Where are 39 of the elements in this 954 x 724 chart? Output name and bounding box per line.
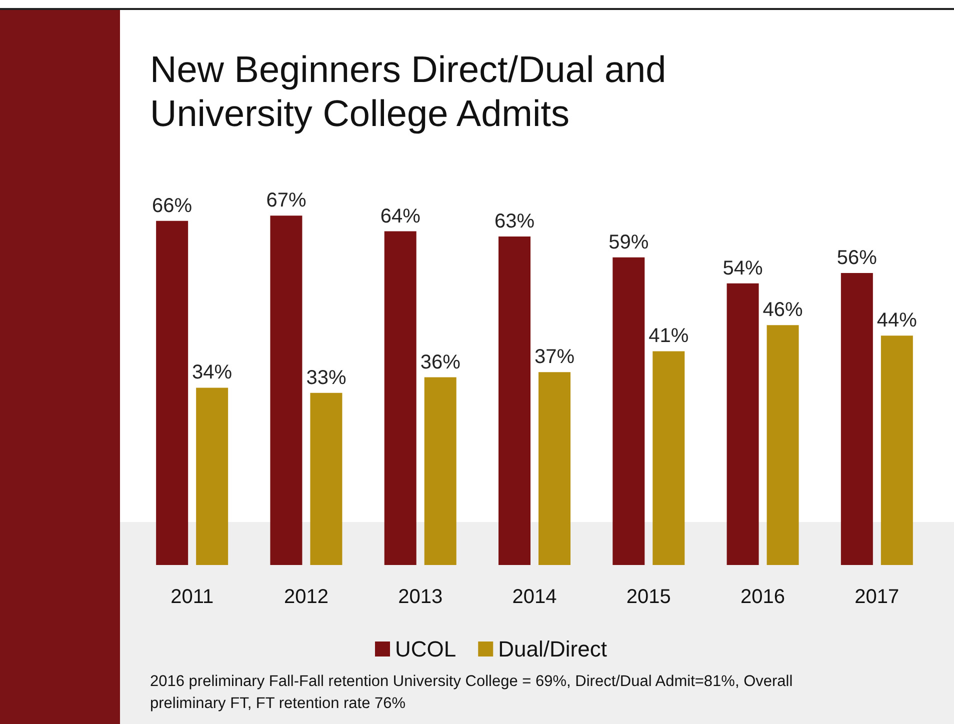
x-tick-label: 2012	[284, 586, 328, 608]
bar	[310, 392, 342, 565]
bar	[840, 273, 873, 565]
bar	[880, 336, 913, 565]
data-label: 37%	[534, 346, 575, 368]
data-label: 36%	[420, 351, 461, 374]
legend-label: Dual/Direct	[498, 636, 607, 662]
bar	[424, 377, 456, 565]
chart-title: New Beginners Direct/Dual and University College Admits	[150, 48, 668, 136]
bar	[196, 388, 228, 565]
data-label: 46%	[762, 299, 804, 322]
data-label: 33%	[306, 366, 346, 389]
data-label: 64%	[380, 205, 421, 228]
bar	[498, 236, 530, 565]
x-tick-label: 2016	[740, 586, 786, 608]
bar	[612, 257, 645, 565]
data-label: 67%	[266, 190, 306, 212]
data-label: 63%	[494, 210, 535, 232]
data-label: 66%	[152, 194, 192, 217]
bar	[156, 220, 188, 565]
x-tick-label: 2015	[626, 586, 671, 608]
bar	[766, 325, 799, 565]
data-label: 41%	[648, 325, 689, 348]
bar	[270, 216, 302, 565]
bar	[652, 351, 685, 565]
text: 2016 preliminary Fall-Fall retention University College = 69%, Direct/Dual Admit=81%, Overall preliminary FT, FT retention rate 76%	[150, 672, 794, 714]
x-tick-label: 2014	[512, 586, 557, 608]
x-tick-label: 2013	[398, 586, 443, 608]
data-label: 59%	[608, 231, 649, 254]
bar	[384, 231, 416, 565]
data-label: 44%	[876, 310, 918, 332]
bar	[538, 372, 570, 565]
legend-label: UCOL	[395, 636, 456, 662]
x-tick-label: 2017	[854, 586, 900, 608]
x-tick-label: 2011	[170, 586, 214, 608]
data-label: 34%	[192, 362, 232, 384]
data-label: 54%	[722, 257, 764, 280]
bar	[726, 283, 759, 565]
data-label: 56%	[836, 247, 878, 269]
